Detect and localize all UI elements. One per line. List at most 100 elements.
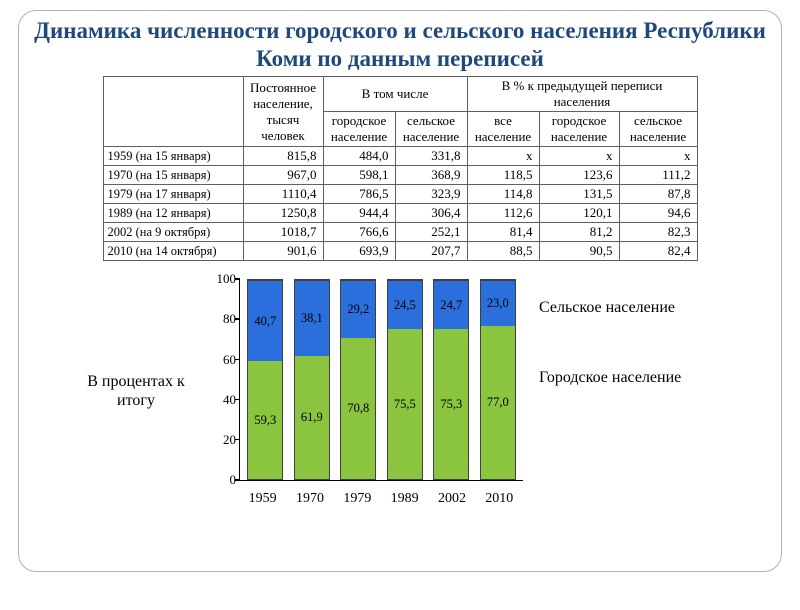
- x-tick-label: 1989: [385, 491, 425, 507]
- slide-frame: Динамика численности городского и сельск…: [18, 10, 782, 572]
- bar-segment-rural: 24,7: [434, 280, 468, 329]
- y-tick-label: 40: [208, 392, 236, 408]
- bar: 23,077,0: [480, 279, 516, 480]
- plot-area: 40,759,3 38,161,9 29,270,8 24,575,5 24,775,3…: [239, 279, 523, 481]
- table-subheader: сельское население: [619, 112, 697, 147]
- cell-value: 484,0: [323, 147, 395, 166]
- cell-value: 123,6: [539, 166, 619, 185]
- y-tick-label: 60: [208, 352, 236, 368]
- table-row: 1989 (на 12 января)1250,8944,4306,4112,6…: [103, 204, 697, 223]
- table-row: 1979 (на 17 января)1110,4786,5323,9114,8…: [103, 185, 697, 204]
- header-population: Постоянное население, тысяч человек: [243, 77, 323, 147]
- cell-value: 252,1: [395, 223, 467, 242]
- cell-value: 306,4: [395, 204, 467, 223]
- table-subheader: городское население: [539, 112, 619, 147]
- table-row: 2002 (на 9 октября)1018,7766,6252,181,48…: [103, 223, 697, 242]
- slide-title: Динамика численности городского и сельск…: [33, 17, 767, 72]
- table-header-row-1: Постоянное население, тысяч человек В то…: [103, 77, 697, 112]
- header-percent: В % к предыдущей переписи населения: [467, 77, 697, 112]
- x-tick-label: 2002: [432, 491, 472, 507]
- bar-segment-rural: 24,5: [388, 280, 422, 329]
- cell-value: 693,9: [323, 242, 395, 261]
- cell-value: 598,1: [323, 166, 395, 185]
- cell-value: 766,6: [323, 223, 395, 242]
- bar: 24,775,3: [433, 279, 469, 480]
- bar-segment-urban: 59,3: [248, 361, 282, 479]
- bar-segment-rural: 29,2: [341, 280, 375, 338]
- cell-value: 81,4: [467, 223, 539, 242]
- row-label: 2010 (на 14 октября): [103, 242, 243, 261]
- cell-value: 1018,7: [243, 223, 323, 242]
- cell-value: 112,6: [467, 204, 539, 223]
- header-blank: [103, 77, 243, 147]
- bar-segment-urban: 75,5: [388, 329, 422, 479]
- table-subheader: сельское население: [395, 112, 467, 147]
- cell-value: 81,2: [539, 223, 619, 242]
- legend-rural: Сельское население: [539, 299, 719, 317]
- bar: 29,270,8: [340, 279, 376, 480]
- cell-value: 87,8: [619, 185, 697, 204]
- census-table: Постоянное население, тысяч человек В то…: [103, 76, 698, 261]
- bar-segment-urban: 75,3: [434, 329, 468, 479]
- cell-value: 90,5: [539, 242, 619, 261]
- cell-value: 1110,4: [243, 185, 323, 204]
- cell-value: 901,6: [243, 242, 323, 261]
- x-tick-label: 2010: [479, 491, 519, 507]
- y-tick-label: 0: [208, 472, 236, 488]
- bar: 38,161,9: [294, 279, 330, 480]
- bar-segment-rural: 23,0: [481, 280, 515, 326]
- cell-value: 114,8: [467, 185, 539, 204]
- chart-section: В процентах к итогу 40,759,3 38,161,9 29,2…: [33, 271, 767, 511]
- y-axis-caption: В процентах к итогу: [81, 372, 191, 410]
- table-subheader: все население: [467, 112, 539, 147]
- bar-segment-urban: 61,9: [295, 356, 329, 479]
- table-row: 1970 (на 15 января)967,0598,1368,9118,51…: [103, 166, 697, 185]
- cell-value: 131,5: [539, 185, 619, 204]
- header-including: В том числе: [323, 77, 467, 112]
- bar-segment-urban: 70,8: [341, 338, 375, 479]
- y-tick-label: 100: [208, 271, 236, 287]
- row-label: 1970 (на 15 января): [103, 166, 243, 185]
- cell-value: 82,3: [619, 223, 697, 242]
- x-axis-labels: 1959 1970 1979 1989 2002 2010: [239, 491, 523, 507]
- cell-value: х: [539, 147, 619, 166]
- x-tick-label: 1979: [337, 491, 377, 507]
- row-label: 2002 (на 9 октября): [103, 223, 243, 242]
- x-tick-label: 1959: [243, 491, 283, 507]
- cell-value: 815,8: [243, 147, 323, 166]
- y-tick-label: 20: [208, 432, 236, 448]
- cell-value: 368,9: [395, 166, 467, 185]
- cell-value: 207,7: [395, 242, 467, 261]
- table-body: 1959 (на 15 января)815,8484,0331,8ххх197…: [103, 147, 697, 261]
- cell-value: 120,1: [539, 204, 619, 223]
- y-tick-label: 80: [208, 311, 236, 327]
- cell-value: х: [467, 147, 539, 166]
- cell-value: 82,4: [619, 242, 697, 261]
- cell-value: 111,2: [619, 166, 697, 185]
- bar: 40,759,3: [247, 279, 283, 480]
- table-row: 1959 (на 15 января)815,8484,0331,8ххх: [103, 147, 697, 166]
- cell-value: 331,8: [395, 147, 467, 166]
- bar-segment-rural: 40,7: [248, 280, 282, 361]
- cell-value: 967,0: [243, 166, 323, 185]
- legend-urban: Городское население: [539, 369, 719, 387]
- bar-segment-rural: 38,1: [295, 280, 329, 356]
- table-row: 2010 (на 14 октября)901,6693,9207,788,59…: [103, 242, 697, 261]
- bar: 24,575,5: [387, 279, 423, 480]
- cell-value: 118,5: [467, 166, 539, 185]
- table-subheader: городское население: [323, 112, 395, 147]
- row-label: 1959 (на 15 января): [103, 147, 243, 166]
- cell-value: 944,4: [323, 204, 395, 223]
- cell-value: 323,9: [395, 185, 467, 204]
- chart-legend: Сельское население Городское население: [539, 271, 719, 387]
- row-label: 1979 (на 17 января): [103, 185, 243, 204]
- x-tick-label: 1970: [290, 491, 330, 507]
- cell-value: 786,5: [323, 185, 395, 204]
- cell-value: 94,6: [619, 204, 697, 223]
- cell-value: х: [619, 147, 697, 166]
- cell-value: 1250,8: [243, 204, 323, 223]
- bar-segment-urban: 77,0: [481, 326, 515, 479]
- row-label: 1989 (на 12 января): [103, 204, 243, 223]
- cell-value: 88,5: [467, 242, 539, 261]
- stacked-bar-chart: 40,759,3 38,161,9 29,270,8 24,575,5 24,775,3…: [201, 271, 531, 511]
